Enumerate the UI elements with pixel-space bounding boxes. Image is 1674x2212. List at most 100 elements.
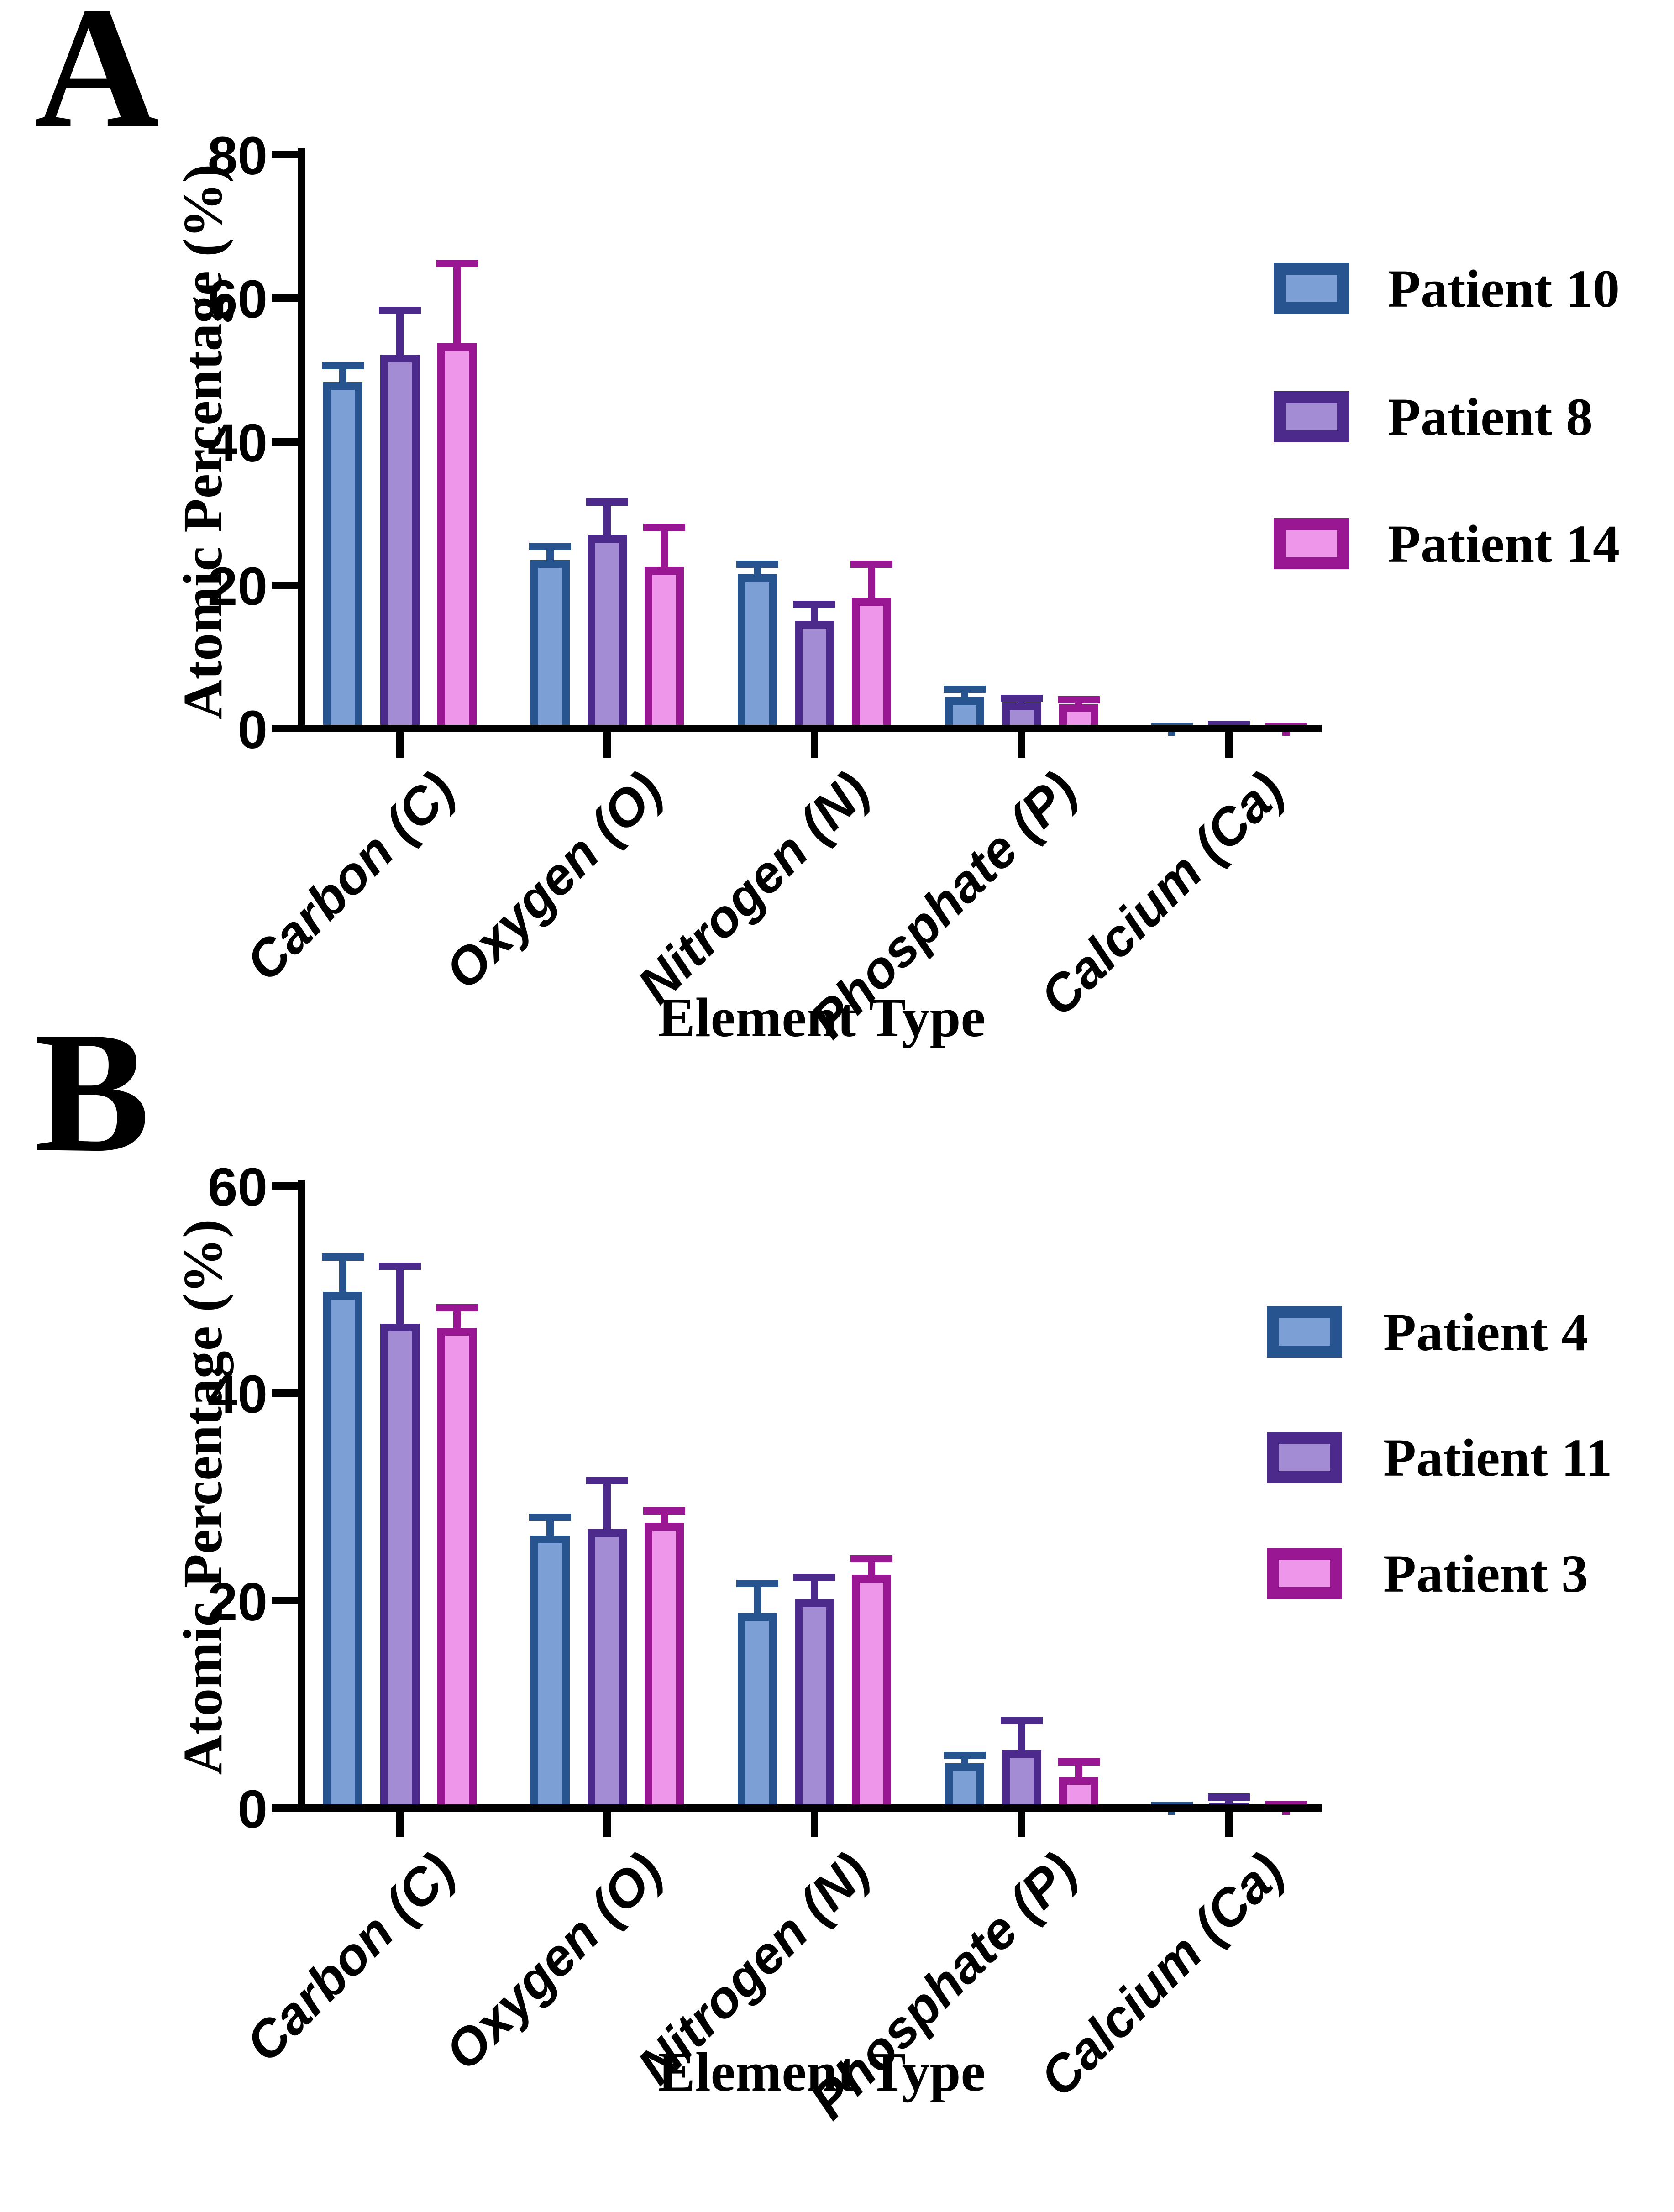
panel-b-y-tick-label: 60 — [207, 1157, 268, 1217]
panel-b-y-axis-title: Atomic Percentage (%) — [172, 1219, 234, 1775]
error-bar-a-carbon-c-patient-8 — [396, 307, 404, 366]
error-cap-a-carbon-c-patient-8 — [379, 307, 421, 315]
error-cap-b-phosphate-p-patient-11 — [1001, 1717, 1043, 1725]
legend-swatch-b-patient-4 — [1267, 1306, 1342, 1358]
error-cap-a-oxygen-o-patient-10 — [529, 543, 571, 550]
bar-a-oxygen-o-patient-8 — [588, 535, 627, 732]
error-bar-b-carbon-c-patient-4 — [339, 1253, 346, 1303]
panel-b-category-label-carbon-c: Carbon (C) — [235, 1842, 466, 2073]
panel-a-y-tick-mark — [272, 725, 298, 732]
panel-b-y-tick-mark — [272, 1597, 298, 1604]
panel-b-y-tick-mark — [272, 1389, 298, 1397]
bar-a-nitrogen-n-patient-14 — [852, 598, 891, 732]
panel-a-letter: A — [34, 0, 160, 163]
panel-a-y-tick-label: 60 — [207, 269, 268, 330]
panel-a-y-tick-mark — [272, 294, 298, 302]
panel-a-category-label-oxygen-o: Oxygen (O) — [434, 761, 673, 1001]
legend-swatch-a-patient-8 — [1274, 391, 1349, 442]
error-cap-a-oxygen-o-patient-14 — [643, 523, 685, 531]
panel-a-y-tick-mark — [272, 151, 298, 158]
error-bar-a-oxygen-o-patient-14 — [661, 523, 668, 578]
error-bar-b-oxygen-o-patient-11 — [603, 1477, 611, 1540]
panel-b-y-tick-mark — [272, 1804, 298, 1812]
bar-b-phosphate-p-patient-4 — [945, 1763, 984, 1812]
legend-swatch-b-patient-3 — [1267, 1548, 1342, 1599]
panel-b-x-axis-line — [298, 1804, 1322, 1812]
panel-a-x-tick-mark — [811, 732, 818, 758]
error-cap-b-nitrogen-n-patient-4 — [736, 1580, 778, 1588]
legend-swatch-b-patient-11 — [1267, 1432, 1342, 1483]
legend-label-a-patient-8: Patient 8 — [1388, 387, 1593, 447]
bar-b-carbon-c-patient-11 — [380, 1324, 420, 1812]
bar-a-carbon-c-patient-8 — [380, 355, 420, 732]
bar-a-carbon-c-patient-10 — [323, 382, 362, 732]
error-cap-a-phosphate-p-patient-10 — [944, 685, 986, 693]
legend-label-a-patient-10: Patient 10 — [1388, 259, 1620, 319]
error-bar-b-carbon-c-patient-11 — [396, 1263, 404, 1335]
bar-b-nitrogen-n-patient-4 — [738, 1613, 777, 1812]
error-bar-a-nitrogen-n-patient-14 — [868, 561, 875, 609]
bar-a-oxygen-o-patient-14 — [645, 567, 684, 732]
legend-label-a-patient-14: Patient 14 — [1388, 514, 1620, 574]
error-cap-b-nitrogen-n-patient-3 — [850, 1555, 892, 1562]
panel-b-y-axis-line — [298, 1180, 305, 1812]
bar-b-oxygen-o-patient-4 — [530, 1535, 570, 1812]
panel-a-category-label-carbon-c: Carbon (C) — [235, 761, 466, 992]
panel-a-y-tick-label: 80 — [207, 126, 268, 186]
panel-a-y-axis-line — [298, 148, 305, 732]
bar-b-oxygen-o-patient-3 — [645, 1523, 684, 1812]
panel-b-x-tick-mark — [603, 1812, 611, 1837]
bar-a-carbon-c-patient-14 — [437, 343, 477, 732]
legend-label-b-patient-4: Patient 4 — [1383, 1302, 1588, 1362]
bar-b-carbon-c-patient-3 — [437, 1328, 477, 1812]
error-cap-b-oxygen-o-patient-3 — [643, 1507, 685, 1515]
error-cap-b-nitrogen-n-patient-11 — [793, 1573, 835, 1581]
error-cap-b-calcium-ca-patient-11 — [1208, 1793, 1250, 1801]
panel-b-x-tick-mark — [1018, 1812, 1025, 1837]
panel-b-x-axis-title: Element Type — [658, 2041, 986, 2103]
error-cap-b-oxygen-o-patient-11 — [586, 1477, 628, 1485]
error-bar-a-oxygen-o-patient-8 — [603, 498, 611, 546]
legend-swatch-a-patient-10 — [1274, 263, 1349, 314]
panel-b-y-tick-label: 20 — [207, 1572, 268, 1632]
legend-swatch-a-patient-14 — [1274, 518, 1349, 569]
bar-a-oxygen-o-patient-10 — [530, 560, 570, 732]
error-cap-b-phosphate-p-patient-3 — [1058, 1758, 1100, 1766]
bar-b-nitrogen-n-patient-11 — [795, 1599, 834, 1812]
panel-a-x-tick-mark — [1225, 732, 1233, 758]
error-cap-a-oxygen-o-patient-8 — [586, 498, 628, 506]
error-cap-b-phosphate-p-patient-4 — [944, 1752, 986, 1760]
legend-label-b-patient-11: Patient 11 — [1383, 1428, 1612, 1488]
error-cap-b-carbon-c-patient-11 — [379, 1263, 421, 1270]
error-cap-a-carbon-c-patient-14 — [436, 260, 478, 267]
panel-a-y-tick-mark — [272, 581, 298, 589]
error-cap-b-oxygen-o-patient-4 — [529, 1513, 571, 1521]
legend-label-b-patient-3: Patient 3 — [1383, 1544, 1588, 1604]
bar-a-nitrogen-n-patient-10 — [738, 574, 777, 732]
bar-a-nitrogen-n-patient-8 — [795, 621, 834, 732]
error-bar-a-carbon-c-patient-14 — [453, 260, 461, 355]
panel-b-y-tick-mark — [272, 1182, 298, 1190]
panel-b-x-tick-mark — [1225, 1812, 1233, 1837]
panel-a-x-axis-title: Element Type — [658, 987, 986, 1048]
error-cap-a-phosphate-p-patient-8 — [1001, 695, 1043, 702]
panel-a-x-tick-mark — [396, 732, 404, 758]
panel-a-y-tick-label: 40 — [207, 413, 268, 473]
panel-a-y-tick-label: 20 — [207, 556, 268, 617]
panel-a-x-axis-line — [298, 725, 1322, 732]
panel-b-x-tick-mark — [811, 1812, 818, 1837]
error-cap-a-carbon-c-patient-10 — [322, 362, 364, 370]
error-bar-b-phosphate-p-patient-11 — [1018, 1717, 1025, 1761]
panel-b-y-tick-label: 0 — [237, 1779, 268, 1840]
panel-b-letter: B — [34, 996, 150, 1188]
error-cap-a-nitrogen-n-patient-10 — [736, 561, 778, 568]
bar-b-carbon-c-patient-4 — [323, 1291, 362, 1812]
error-cap-a-nitrogen-n-patient-14 — [850, 561, 892, 568]
panel-a-y-tick-mark — [272, 438, 298, 446]
error-cap-b-carbon-c-patient-3 — [436, 1304, 478, 1311]
bar-b-nitrogen-n-patient-3 — [852, 1574, 891, 1812]
bar-b-oxygen-o-patient-11 — [588, 1529, 627, 1812]
bar-b-phosphate-p-patient-11 — [1002, 1750, 1041, 1812]
error-cap-a-phosphate-p-patient-14 — [1058, 696, 1100, 704]
